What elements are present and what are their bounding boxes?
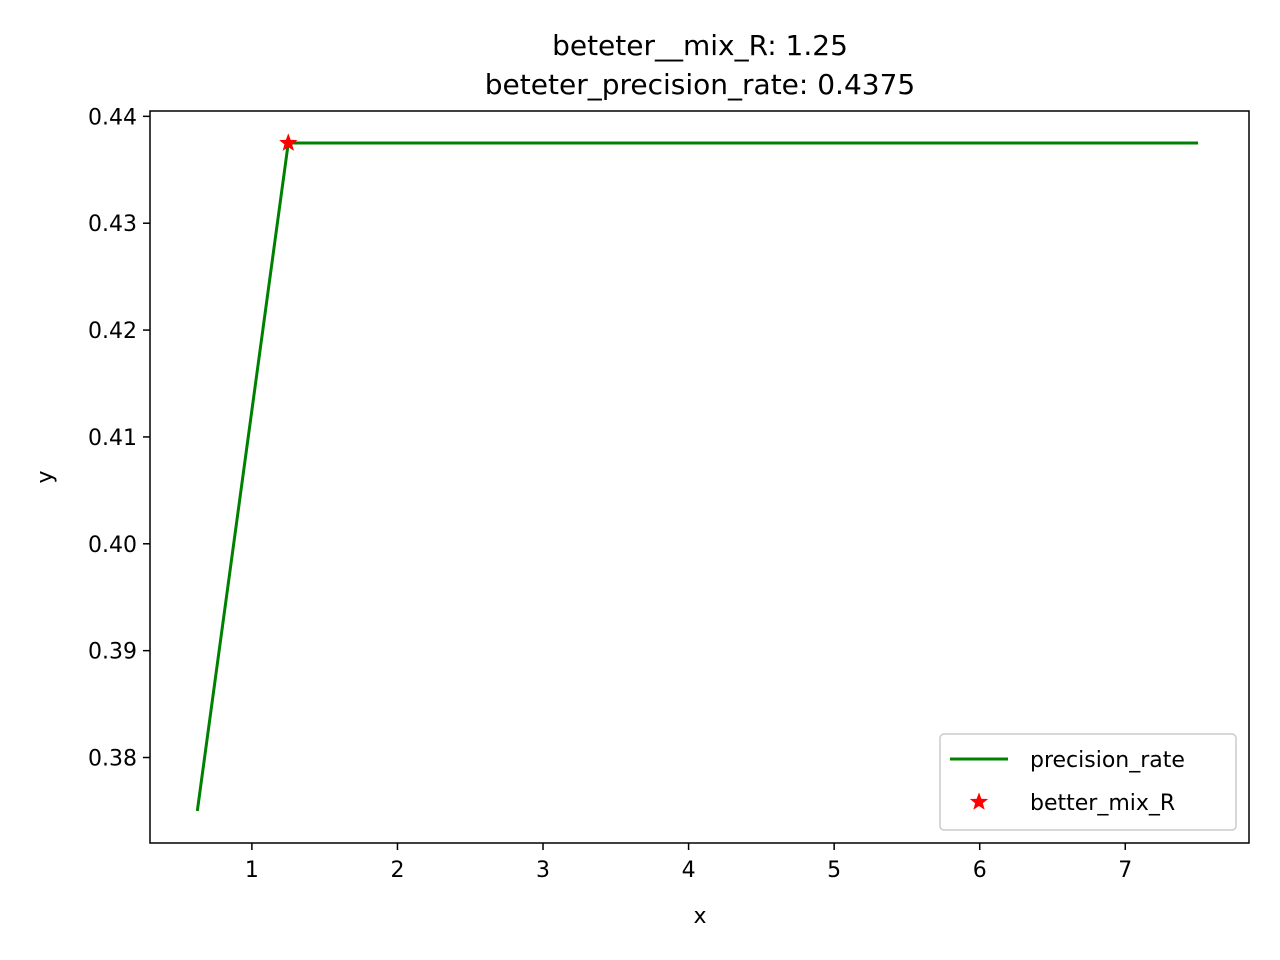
- legend-box: [939, 733, 1237, 831]
- chart-title-line-2: beteter_precision_rate: 0.4375: [485, 68, 915, 101]
- x-axis-label: x: [693, 904, 706, 929]
- legend-label-precision-rate: precision_rate: [1030, 748, 1185, 773]
- chart-title-line-1: beteter__mix_R: 1.25: [552, 29, 848, 62]
- legend-star-swatch: [969, 792, 989, 810]
- x-tick-label: 4: [682, 858, 696, 883]
- x-tick-label: 5: [827, 858, 841, 883]
- x-tick-label: 3: [536, 858, 550, 883]
- y-tick-label: 0.41: [88, 426, 137, 451]
- legend: precision_rate better_mix_R: [939, 733, 1237, 831]
- axes-frame: [149, 110, 1250, 844]
- y-tick-label: 0.44: [88, 105, 137, 130]
- y-tick-label: 0.39: [88, 640, 137, 665]
- y-tick-label: 0.43: [88, 212, 137, 237]
- plot-area: [195, 133, 1199, 812]
- y-tick-label: 0.40: [88, 533, 137, 558]
- legend-label-better-mix-r: better_mix_R: [1030, 791, 1175, 816]
- y-axis-label: y: [33, 470, 58, 483]
- better-mix-r-marker: [279, 133, 298, 151]
- y-tick-label: 0.42: [88, 319, 137, 344]
- x-tick-label: 1: [245, 858, 259, 883]
- axes: 1 2 3 4 5 6 7 0.38 0.39 0.40 0.41 0.42 0.43 0.44: [88, 105, 1132, 883]
- x-tick-label: 2: [390, 858, 404, 883]
- y-tick-label: 0.38: [88, 747, 137, 772]
- x-tick-label: 6: [973, 858, 987, 883]
- precision-rate-line: [195, 141, 1199, 812]
- x-tick-label: 7: [1118, 858, 1132, 883]
